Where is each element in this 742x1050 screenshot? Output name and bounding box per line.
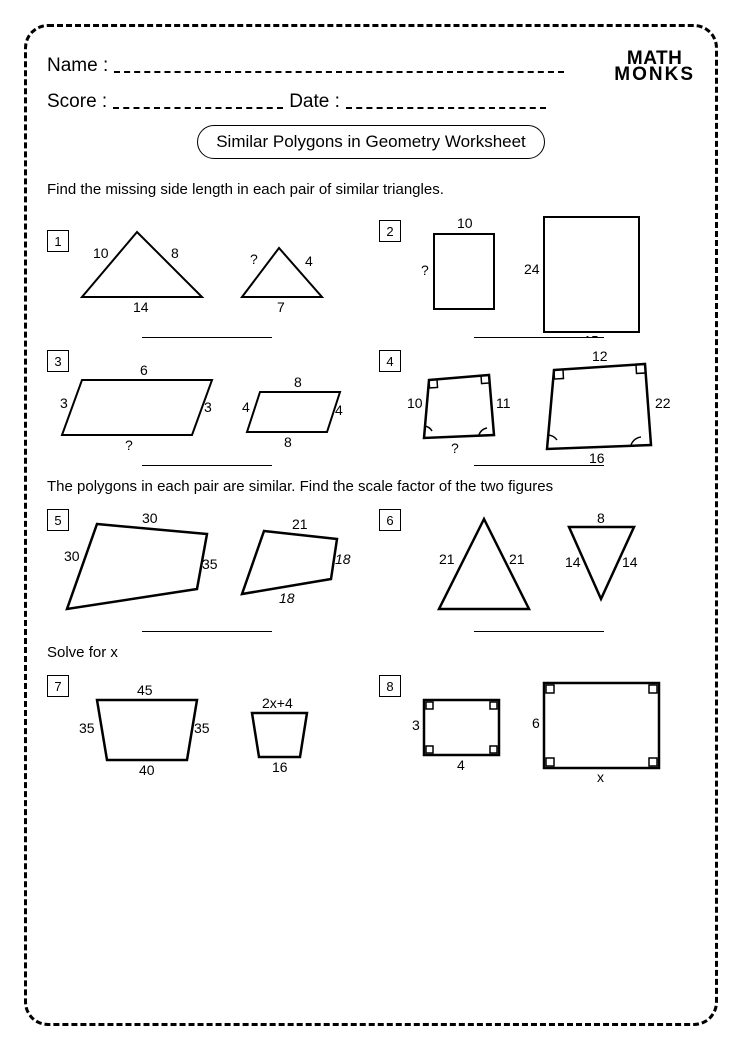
lbl: 4 [457, 757, 465, 773]
score-line[interactable] [113, 107, 283, 109]
problem-5-figure: 30 30 35 21 18 18 [47, 509, 367, 631]
answer-line[interactable] [142, 465, 272, 466]
date-label: Date : [289, 91, 340, 113]
lbl: 30 [64, 548, 80, 564]
answer-line[interactable] [474, 631, 604, 632]
problem-8-figure: 3 4 6 x [379, 675, 699, 785]
problem-number: 1 [47, 230, 69, 252]
lbl: 15 [584, 212, 598, 213]
lbl: 11 [496, 395, 511, 411]
lbl: x [597, 769, 604, 785]
lbl: 7 [277, 299, 285, 315]
name-line[interactable] [114, 71, 564, 73]
problem-2-figure: 10 ? 15 24 15 [379, 212, 699, 337]
lbl: 21 [509, 551, 525, 567]
score-label: Score : [47, 91, 107, 113]
section2-text: The polygons in each pair are similar. F… [47, 478, 695, 495]
problem-3: 3 6 3 3 ? 8 4 4 8 [47, 350, 367, 472]
problem-8: 8 3 4 6 x [379, 675, 699, 785]
problem-4: 4 10 11 ? 12 22 16 [379, 350, 699, 472]
problem-number: 7 [47, 675, 69, 697]
problem-number: 5 [47, 509, 69, 531]
lbl: 35 [202, 556, 218, 572]
answer-line[interactable] [142, 631, 272, 632]
lbl: 21 [439, 551, 455, 567]
brand-logo: MATH MONKS [614, 51, 695, 83]
lbl: 10 [457, 215, 473, 231]
lbl: 35 [79, 720, 95, 736]
lbl: ? [125, 437, 133, 453]
problem-1-figure: 10 8 14 ? 4 7 [47, 212, 367, 337]
lbl: 18 [335, 551, 351, 567]
lbl: 15 [584, 333, 598, 337]
problem-number: 6 [379, 509, 401, 531]
answer-line[interactable] [474, 465, 604, 466]
problem-5: 5 30 30 35 21 18 18 [47, 509, 367, 638]
lbl: 22 [655, 395, 671, 411]
lbl: 8 [171, 245, 179, 261]
problem-1: 1 10 8 14 ? 4 7 [47, 212, 367, 344]
problems-row-1: 1 10 8 14 ? 4 7 2 10 ? 15 24 15 [47, 212, 695, 344]
score-date-row: Score : Date : [47, 91, 695, 113]
lbl: 40 [139, 762, 155, 778]
lbl: 6 [140, 362, 148, 378]
problem-7: 7 45 35 35 40 2x+4 16 [47, 675, 367, 785]
problems-row-4: 7 45 35 35 40 2x+4 16 8 3 4 [47, 675, 695, 785]
problem-4-figure: 10 11 ? 12 22 16 [379, 350, 699, 465]
date-line[interactable] [346, 107, 546, 109]
lbl: 24 [524, 261, 540, 277]
name-label: Name : [47, 55, 108, 77]
lbl: 8 [597, 510, 605, 526]
lbl: ? [421, 262, 429, 278]
lbl: ? [250, 251, 258, 267]
lbl: 14 [133, 299, 149, 315]
answer-line[interactable] [474, 337, 604, 338]
lbl: 30 [142, 510, 158, 526]
lbl: 14 [565, 554, 581, 570]
name-row: Name : MATH MONKS [47, 55, 695, 77]
lbl: 2x+4 [262, 695, 293, 711]
problem-6: 6 21 21 8 14 14 [379, 509, 699, 638]
lbl: 21 [292, 516, 308, 532]
lbl: 10 [93, 245, 109, 261]
lbl: 6 [532, 715, 540, 731]
problem-3-figure: 6 3 3 ? 8 4 4 8 [47, 350, 367, 465]
problem-6-figure: 21 21 8 14 14 [379, 509, 699, 631]
lbl: 45 [137, 682, 153, 698]
lbl: 3 [412, 717, 420, 733]
lbl: 3 [204, 399, 212, 415]
problem-7-figure: 45 35 35 40 2x+4 16 [47, 675, 367, 785]
problem-number: 4 [379, 350, 401, 372]
logo-line2: MONKS [614, 67, 695, 83]
problem-2: 2 10 ? 15 24 15 [379, 212, 699, 344]
worksheet-border: Name : MATH MONKS Score : Date : Similar… [24, 24, 718, 1026]
lbl: 4 [242, 399, 250, 415]
worksheet-title: Similar Polygons in Geometry Worksheet [197, 125, 545, 159]
lbl: 18 [279, 590, 295, 606]
section1-text: Find the missing side length in each pai… [47, 181, 695, 198]
lbl: 4 [305, 253, 313, 269]
answer-line[interactable] [142, 337, 272, 338]
lbl: 35 [194, 720, 210, 736]
lbl: 3 [60, 395, 68, 411]
lbl: 4 [335, 402, 343, 418]
section3-text: Solve for x [47, 644, 695, 661]
lbl: 8 [294, 374, 302, 390]
lbl: 12 [592, 350, 608, 364]
lbl: ? [451, 440, 459, 456]
lbl: 14 [622, 554, 638, 570]
problems-row-2: 3 6 3 3 ? 8 4 4 8 4 1 [47, 350, 695, 472]
problems-row-3: 5 30 30 35 21 18 18 6 21 21 8 14 [47, 509, 695, 638]
lbl: 16 [272, 759, 288, 775]
problem-number: 8 [379, 675, 401, 697]
lbl: 8 [284, 434, 292, 450]
lbl: 16 [589, 450, 605, 465]
problem-number: 3 [47, 350, 69, 372]
problem-number: 2 [379, 220, 401, 242]
lbl: 10 [407, 395, 423, 411]
